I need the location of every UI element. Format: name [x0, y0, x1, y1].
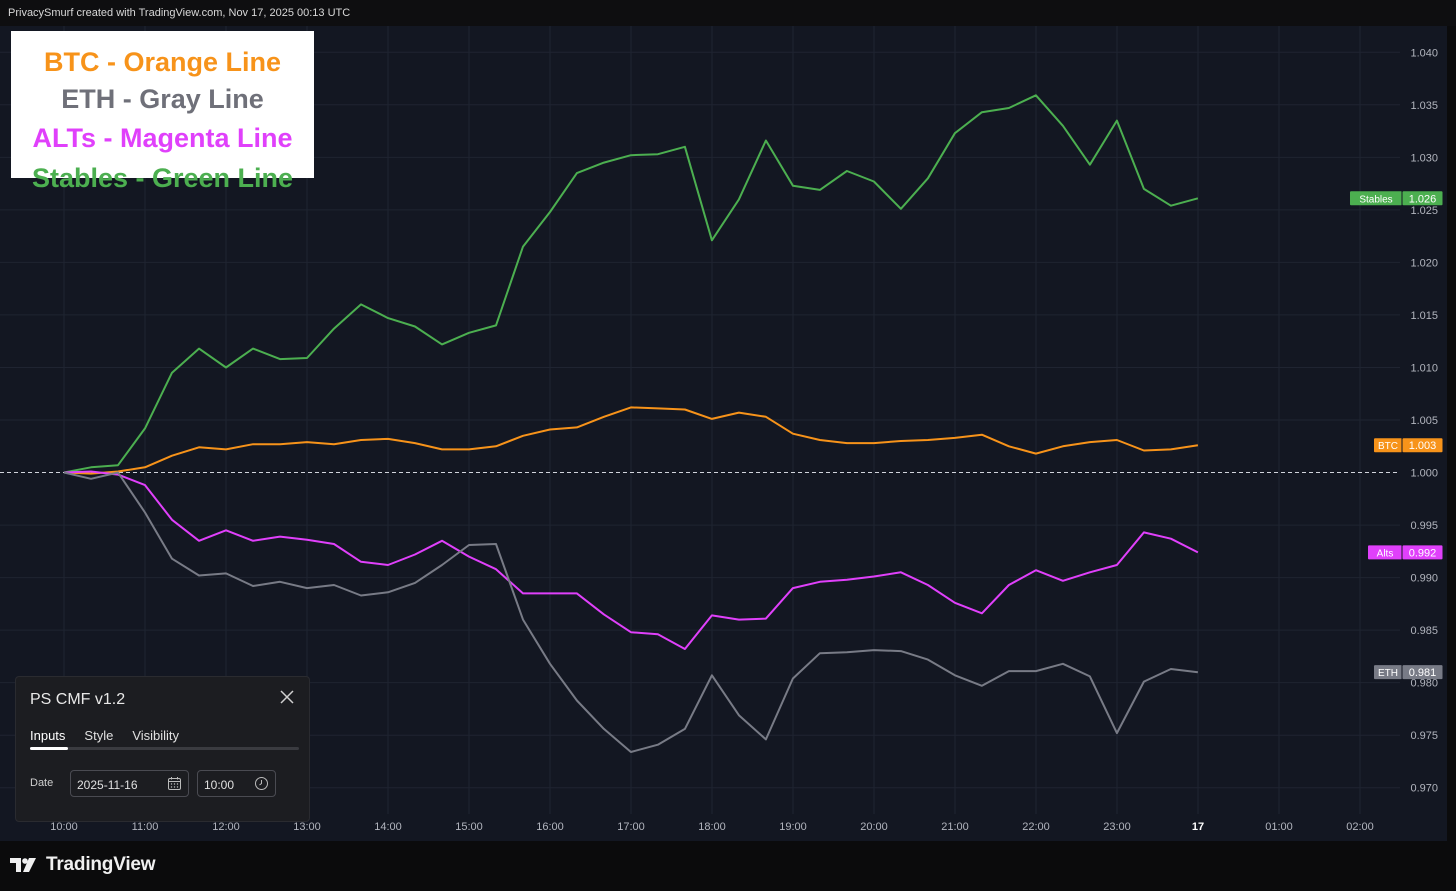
- x-tick-label: 13:00: [293, 821, 321, 833]
- last-value-tag-stables: Stables 1.026: [1350, 191, 1443, 206]
- panel-title: PS CMF v1.2: [30, 691, 126, 708]
- x-tick-label: 23:00: [1103, 821, 1131, 833]
- y-tick-label: 1.030: [1410, 152, 1438, 164]
- last-value-labels: Stables 1.026 BTC 1.003 Alts 0.992 ETH 0.981: [1350, 191, 1443, 680]
- series-value-tag-bg: [1402, 438, 1443, 453]
- x-tick-label: 22:00: [1022, 821, 1050, 833]
- x-tick-label: 10:00: [50, 821, 78, 833]
- y-tick-label: 0.980: [1410, 678, 1438, 690]
- y-tick-label: 0.985: [1410, 625, 1438, 637]
- series-value-text: 0.981: [1409, 667, 1437, 679]
- series-line-alts: [63, 470, 1199, 650]
- x-tick-label: 18:00: [698, 821, 726, 833]
- date-input[interactable]: 2025-11-16: [70, 770, 189, 797]
- close-icon[interactable]: [279, 689, 295, 705]
- x-tick-label: 20:00: [860, 821, 888, 833]
- legend-eth: ETH - Gray Line: [61, 84, 264, 114]
- axis-layer: 0.970 0.975 0.980 0.985 0.990 0.995 1.000 1.005…: [50, 47, 1438, 833]
- y-tick-label: 1.000: [1410, 468, 1438, 480]
- time-value: 10:00: [204, 778, 235, 792]
- x-tick-label: 17: [1192, 821, 1204, 833]
- last-value-tag-eth: ETH 0.981: [1374, 665, 1443, 680]
- legend-stables: Stables - Green Line: [31, 163, 294, 193]
- series-value-tag-bg: [1402, 545, 1443, 560]
- series-name-text: Alts: [1377, 548, 1394, 559]
- legend-box: BTC - Orange Line ETH - Gray Line ALTs -…: [11, 31, 314, 193]
- y-tick-label: 1.005: [1410, 415, 1438, 427]
- series-name-tag-bg: [1350, 191, 1402, 206]
- clock-icon[interactable]: [254, 776, 269, 791]
- x-tick-label: 02:00: [1346, 821, 1374, 833]
- panel-tabs: Inputs Style Visibility: [30, 728, 179, 743]
- series-name-tag-bg: [1374, 665, 1402, 680]
- brand-name: TradingView: [46, 854, 156, 875]
- series-value-tag-bg: [1402, 191, 1443, 206]
- series-name-tag-bg: [1374, 438, 1402, 453]
- series-name-text: ETH: [1378, 668, 1398, 679]
- y-tick-label: 1.015: [1410, 310, 1438, 322]
- series-name-text: BTC: [1378, 441, 1398, 452]
- time-input[interactable]: 10:00: [197, 770, 276, 797]
- last-value-tag-alts: Alts 0.992: [1368, 545, 1443, 560]
- y-tick-label: 0.970: [1410, 783, 1438, 795]
- top-credit-bar: PrivacySmurf created with TradingView.co…: [0, 0, 1456, 26]
- series-value-text: 0.992: [1409, 547, 1437, 559]
- series-line-eth: [63, 471, 1199, 753]
- y-tick-label: 0.990: [1410, 573, 1438, 585]
- x-tick-label: 12:00: [212, 821, 240, 833]
- last-value-tag-btc: BTC 1.003: [1374, 438, 1443, 453]
- x-tick-label: 11:00: [132, 821, 159, 833]
- indicator-settings-panel: PS CMF v1.2 Inputs Style Visibility Date…: [15, 676, 310, 822]
- tab-inputs[interactable]: Inputs: [30, 728, 66, 743]
- series-value-text: 1.026: [1409, 193, 1437, 205]
- x-tick-label: 19:00: [779, 821, 807, 833]
- series-line-btc: [63, 406, 1199, 475]
- legend-alts: ALTs - Magenta Line: [32, 123, 293, 153]
- tradingview-logo[interactable]: TradingView: [10, 854, 156, 876]
- y-tick-label: 1.020: [1410, 257, 1438, 269]
- legend-btc: BTC - Orange Line: [43, 47, 281, 77]
- y-tick-label: 1.040: [1410, 47, 1438, 59]
- series-layer: [63, 94, 1199, 753]
- right-edge-strip: [1447, 26, 1456, 841]
- series-name-text: Stables: [1359, 194, 1392, 205]
- series-name-tag-bg: [1368, 545, 1402, 560]
- x-tick-label: 17:00: [617, 821, 645, 833]
- tab-visibility[interactable]: Visibility: [132, 728, 180, 743]
- y-tick-label: 0.975: [1410, 730, 1438, 742]
- y-tick-label: 0.995: [1410, 520, 1438, 532]
- footer-bar: TradingView: [0, 841, 1456, 891]
- series-line-stables: [63, 94, 1199, 474]
- series-value-tag-bg: [1402, 665, 1443, 680]
- date-value: 2025-11-16: [77, 778, 138, 792]
- y-tick-label: 1.025: [1410, 205, 1438, 217]
- tab-style[interactable]: Style: [84, 728, 114, 743]
- calendar-icon[interactable]: [167, 776, 182, 791]
- y-tick-label: 1.035: [1410, 100, 1438, 112]
- active-tab-indicator: [30, 747, 68, 750]
- x-tick-label: 16:00: [536, 821, 564, 833]
- series-value-text: 1.003: [1409, 440, 1437, 452]
- date-label: Date: [30, 777, 54, 789]
- chart-credit-text: PrivacySmurf created with TradingView.co…: [8, 7, 351, 19]
- tab-track: [30, 747, 299, 750]
- tradingview-logo-icon: [10, 855, 40, 875]
- x-tick-label: 15:00: [455, 821, 483, 833]
- y-tick-label: 1.010: [1410, 362, 1438, 374]
- x-tick-label: 21:00: [941, 821, 969, 833]
- x-tick-label: 01:00: [1265, 821, 1293, 833]
- x-tick-label: 14:00: [374, 821, 402, 833]
